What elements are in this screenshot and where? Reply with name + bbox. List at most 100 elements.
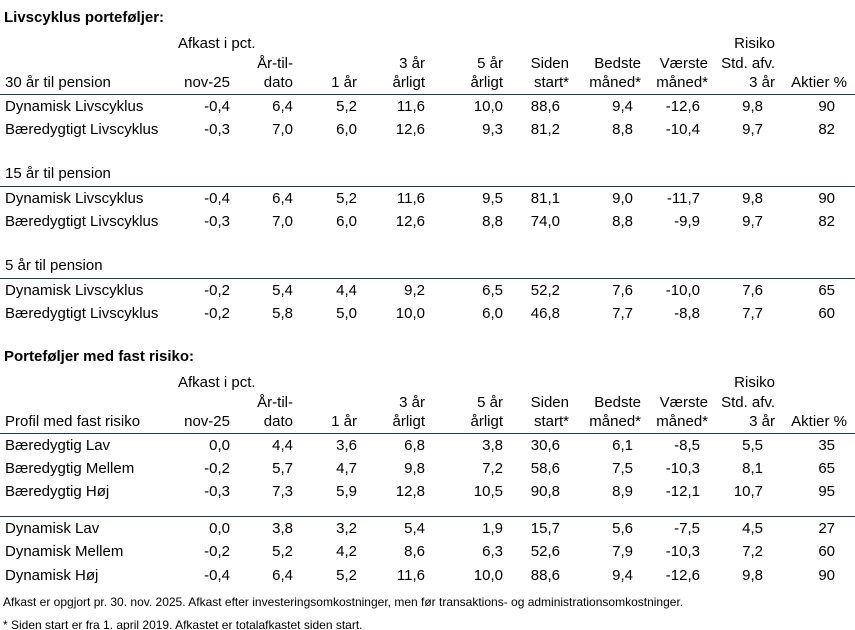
column-header: årligt bbox=[430, 72, 507, 95]
value-cell: 12,6 bbox=[395, 120, 425, 138]
value-cell: 9,3 bbox=[482, 120, 503, 138]
column-header: årligt bbox=[362, 411, 430, 434]
header-cell-empty bbox=[778, 52, 855, 72]
value-cell: -8,5 bbox=[674, 436, 700, 454]
header-cell-empty bbox=[0, 52, 170, 72]
section-divider bbox=[0, 503, 855, 517]
risiko-group-label: Risiko bbox=[734, 374, 775, 391]
value-cell: 7,2 bbox=[482, 459, 503, 477]
value-cell: 9,2 bbox=[404, 281, 425, 299]
row-group-header: Profil med fast risiko bbox=[0, 411, 170, 434]
value-cell: -0,4 bbox=[204, 189, 230, 207]
column-header: Std. afv. bbox=[721, 394, 775, 411]
value-cell: 9,5 bbox=[482, 189, 503, 207]
table-row: Bæredygtig Høj -0,3 7,3 5,9 12,8 10,5 90,8 8,9 -… bbox=[0, 480, 855, 504]
header-cell-empty bbox=[0, 371, 170, 391]
value-cell: 58,6 bbox=[530, 459, 560, 477]
value-cell: 8,8 bbox=[612, 212, 633, 230]
row-label: Bæredygtigt Livscyklus bbox=[5, 212, 159, 230]
row-label: Dynamisk Livscyklus bbox=[5, 189, 144, 207]
value-cell: 88,6 bbox=[530, 97, 560, 115]
value-cell: 90 bbox=[818, 97, 835, 115]
value-cell: 5,2 bbox=[336, 189, 357, 207]
value-cell: 3,8 bbox=[272, 520, 293, 537]
column-header: År-til- bbox=[257, 55, 293, 72]
value-cell: 60 bbox=[818, 304, 835, 322]
value-cell: 10,0 bbox=[395, 304, 425, 322]
value-cell: 0,0 bbox=[209, 520, 230, 537]
fixed-risk-table: Afkast i pct. Risiko År-til- 3 år 5 år Siden B… bbox=[0, 371, 855, 587]
value-cell: 82 bbox=[818, 212, 835, 230]
column-header: Værste bbox=[659, 394, 708, 411]
value-cell: 6,0 bbox=[336, 120, 357, 138]
value-cell: -10,3 bbox=[665, 459, 700, 477]
value-cell: 6,0 bbox=[482, 304, 503, 322]
value-cell: 7,6 bbox=[742, 281, 763, 299]
value-cell: 1,9 bbox=[482, 520, 503, 537]
section-spacer bbox=[0, 141, 855, 163]
header-cell-empty bbox=[507, 371, 572, 391]
value-cell: 10,0 bbox=[473, 566, 503, 584]
header-cell-empty bbox=[572, 371, 644, 391]
column-header: nov-25 bbox=[170, 411, 233, 434]
value-cell: 6,4 bbox=[272, 566, 293, 584]
column-header: måned* bbox=[572, 411, 644, 434]
value-cell: 5,5 bbox=[742, 436, 763, 454]
value-cell: 9,0 bbox=[612, 189, 633, 207]
value-cell: 9,7 bbox=[742, 120, 763, 138]
value-cell: 3,2 bbox=[336, 520, 357, 537]
section-header-row: 15 år til pension bbox=[0, 163, 855, 187]
header-cell-empty bbox=[507, 32, 572, 52]
row-label: Dynamisk Høj bbox=[5, 566, 99, 584]
table-row: Bæredygtig Lav 0,0 4,4 3,6 6,8 3,8 30,6 6,1 -8,5… bbox=[0, 433, 855, 457]
column-header: måned* bbox=[572, 72, 644, 95]
header-cell-empty bbox=[0, 32, 170, 52]
value-cell: 12,8 bbox=[395, 483, 425, 501]
value-cell: 8,8 bbox=[482, 212, 503, 230]
value-cell: 81,2 bbox=[530, 120, 560, 138]
value-cell: -0,4 bbox=[204, 97, 230, 115]
table-row: Bæredygtigt Livscyklus -0,3 7,0 6,0 12,6 9,3 8… bbox=[0, 118, 855, 142]
value-cell: 52,6 bbox=[530, 543, 560, 561]
column-header: måned* bbox=[644, 72, 711, 95]
value-cell: 10,0 bbox=[473, 97, 503, 115]
value-cell: 30,6 bbox=[530, 436, 560, 454]
risiko-group-label: Risiko bbox=[734, 35, 775, 52]
value-cell: -12,6 bbox=[665, 97, 700, 115]
value-cell: 5,4 bbox=[404, 520, 425, 537]
section-spacer bbox=[0, 233, 855, 255]
value-cell: -0,2 bbox=[204, 459, 230, 477]
value-cell: -0,3 bbox=[204, 120, 230, 138]
column-header: 3 år bbox=[399, 394, 425, 411]
value-cell: 65 bbox=[818, 459, 835, 477]
header-cell-empty bbox=[298, 52, 362, 72]
column-header: Bedste bbox=[594, 55, 641, 72]
row-label: Bæredygtig Lav bbox=[5, 436, 111, 454]
section-divider-cell bbox=[0, 503, 855, 517]
value-cell: 9,8 bbox=[742, 189, 763, 207]
value-cell: 46,8 bbox=[530, 304, 560, 322]
table-row: Dynamisk Mellem -0,2 5,2 4,2 8,6 6,3 52,6 7,9 -1… bbox=[0, 540, 855, 564]
value-cell: 9,4 bbox=[612, 566, 633, 584]
header-cell-empty bbox=[362, 32, 430, 52]
value-cell: 9,4 bbox=[612, 97, 633, 115]
header-cell-empty bbox=[778, 32, 855, 52]
value-cell: 7,2 bbox=[742, 543, 763, 561]
value-cell: 7,7 bbox=[612, 304, 633, 322]
row-label: Dynamisk Mellem bbox=[5, 543, 124, 561]
value-cell: 5,4 bbox=[272, 281, 293, 299]
value-cell: 9,8 bbox=[404, 459, 425, 477]
value-cell: 81,1 bbox=[530, 189, 560, 207]
row-label: Bæredygtigt Livscyklus bbox=[5, 304, 159, 322]
value-cell: 7,9 bbox=[612, 543, 633, 561]
section-spacer-cell bbox=[0, 233, 855, 255]
value-cell: 10,7 bbox=[733, 483, 763, 501]
column-header: 1 år bbox=[298, 72, 362, 95]
row-label: Dynamisk Lav bbox=[5, 520, 100, 537]
value-cell: 7,7 bbox=[742, 304, 763, 322]
column-header: Std. afv. bbox=[721, 55, 775, 72]
value-cell: 9,7 bbox=[742, 212, 763, 230]
value-cell: 7,0 bbox=[272, 120, 293, 138]
value-cell: -9,9 bbox=[674, 212, 700, 230]
column-header: 1 år bbox=[298, 411, 362, 434]
